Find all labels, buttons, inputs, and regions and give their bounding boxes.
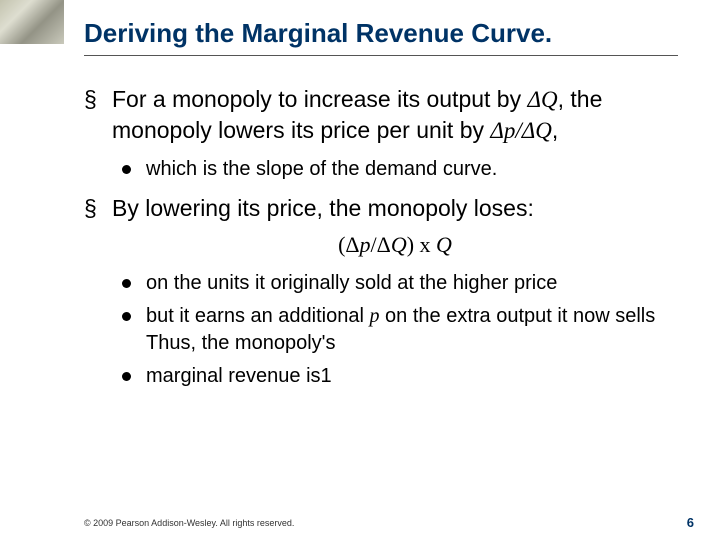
slide-content: Deriving the Marginal Revenue Curve. For…	[0, 0, 720, 390]
formula-mid: /Δ	[371, 232, 391, 257]
formula-p: p	[360, 232, 371, 257]
bullet-2-sub-3: marginal revenue is1	[120, 363, 678, 390]
copyright-footer: © 2009 Pearson Addison-Wesley. All right…	[84, 518, 294, 528]
formula-q2: Q	[436, 232, 452, 257]
bullet-2-sub-2-p: p	[370, 305, 380, 327]
bullet-list-level1: For a monopoly to increase its output by…	[84, 84, 678, 390]
delta-q: ΔQ	[528, 87, 558, 112]
formula-q: Q	[391, 232, 407, 257]
bullet-1-text-a: For a monopoly to increase its output by	[112, 86, 528, 112]
page-title: Deriving the Marginal Revenue Curve.	[84, 18, 678, 49]
bullet-2-sub-2-pre: but it earns an additional	[146, 305, 370, 327]
bullet-1-text-c: ,	[552, 117, 558, 143]
bullet-2-sublist: on the units it originally sold at the h…	[120, 270, 678, 390]
bullet-2: By lowering its price, the monopoly lose…	[84, 193, 678, 390]
bullet-2-sub-2: but it earns an additional p on the extr…	[120, 303, 678, 357]
corner-decorative-image	[0, 0, 64, 44]
bullet-1-sublist: which is the slope of the demand curve.	[120, 156, 678, 183]
formula: (Δp/ΔQ) x Q	[112, 230, 678, 260]
formula-open: (Δ	[338, 232, 359, 257]
bullet-2-text: By lowering its price, the monopoly lose…	[112, 195, 534, 221]
delta-p-over-delta-q: Δp/ΔQ	[490, 118, 552, 143]
bullet-2-sub-1: on the units it originally sold at the h…	[120, 270, 678, 297]
title-rule	[84, 55, 678, 56]
bullet-1-sub-1: which is the slope of the demand curve.	[120, 156, 678, 183]
bullet-1: For a monopoly to increase its output by…	[84, 84, 678, 183]
formula-close: ) x	[407, 232, 436, 257]
page-number: 6	[687, 515, 694, 530]
